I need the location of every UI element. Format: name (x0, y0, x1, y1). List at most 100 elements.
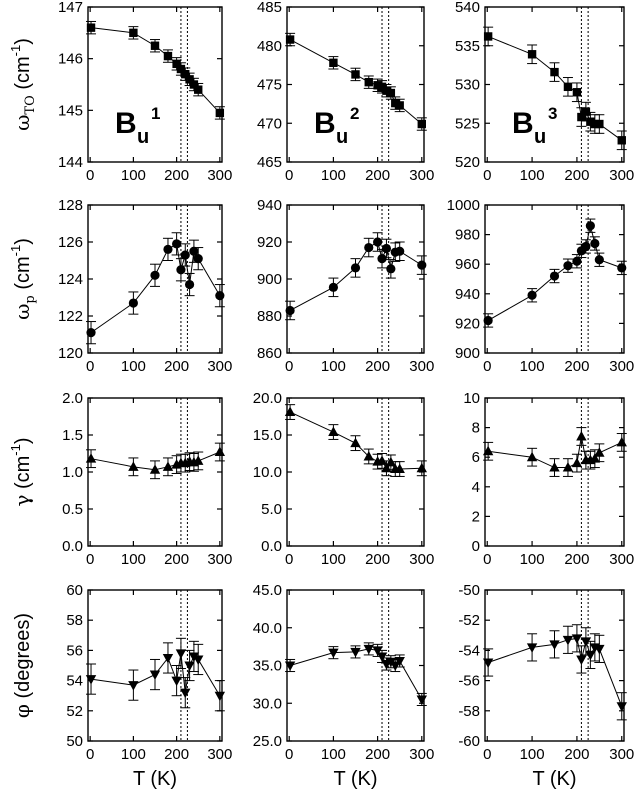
square-marker (382, 86, 391, 95)
x-tick-label: 100 (121, 167, 146, 184)
y-tick-label: 15.0 (253, 427, 282, 444)
data-point (381, 238, 392, 259)
data-point (214, 680, 226, 712)
circle-marker (180, 250, 190, 260)
panel-r3-c0: 50 52 54 56 58 60 0 100 200 300 φ (degrees) (10, 582, 232, 763)
y-tick-label: 126 (58, 234, 83, 251)
triangle-down-marker (526, 643, 538, 653)
x-tick-label: 300 (409, 358, 434, 375)
circle-marker (372, 237, 383, 247)
data-point (562, 77, 573, 97)
x-tick-label: 0 (483, 551, 491, 568)
axes-frame (484, 6, 625, 163)
y-tick-label: 52 (66, 703, 83, 720)
x-tick-label: 200 (564, 746, 589, 763)
y-tick-label: 1.5 (62, 427, 83, 444)
panel-r2-c0: 0.0 0.5 1.0 1.5 2.0 0 100 200 300 γ (cm-1) (8, 390, 232, 568)
square-marker (181, 69, 190, 79)
panel-r3-c2: -60 -58 -56 -54 -52 -50 0 100 200 300 (458, 582, 634, 763)
square-marker (386, 88, 396, 98)
data-point (562, 258, 573, 273)
data-point (214, 284, 225, 308)
data-point (372, 78, 383, 92)
x-axis-label: T (K) (333, 768, 377, 790)
data-point (150, 263, 160, 287)
circle-marker (386, 264, 396, 274)
y-tick-label: 0.0 (261, 538, 282, 555)
x-tick-label: 300 (207, 551, 232, 568)
y-tick-label: 122 (58, 308, 83, 325)
x-axis-label: T (K) (532, 768, 576, 790)
triangle-down-marker (214, 691, 226, 702)
triangle-up-marker (526, 451, 538, 462)
data-point (350, 258, 361, 278)
data-point (180, 677, 191, 709)
data-point (571, 624, 583, 653)
data-point (580, 239, 591, 254)
square-marker (527, 50, 537, 59)
data-point (328, 424, 339, 440)
data-point (589, 449, 601, 469)
square-marker (550, 67, 559, 77)
triangle-down-marker (585, 650, 596, 661)
circle-marker (572, 256, 582, 266)
mode-label-sub: u (336, 126, 348, 148)
square-marker (391, 98, 400, 108)
circle-marker (585, 221, 595, 231)
triangle-down-marker (175, 649, 187, 659)
data-point (175, 258, 186, 282)
data-point (193, 247, 204, 271)
triangle-down-marker (184, 661, 195, 671)
y-tick-label: 128 (58, 197, 83, 214)
mode-label: B (512, 107, 534, 140)
data-point (372, 232, 383, 252)
x-tick-label: 0 (483, 746, 491, 763)
x-tick-label: 300 (207, 167, 232, 184)
circle-marker (581, 241, 591, 252)
x-tick-label: 200 (365, 358, 390, 375)
x-tick-label: 0 (86, 358, 94, 375)
x-tick-label: 100 (121, 746, 146, 763)
x-tick-label: 100 (520, 358, 545, 375)
y-tick-label: 525 (455, 115, 480, 132)
square-marker (590, 119, 600, 129)
data-point (594, 634, 605, 663)
triangle-up-marker (376, 455, 388, 465)
y-tick-label: -54 (458, 642, 480, 659)
y-tick-label: -50 (458, 582, 480, 599)
y-tick-label: 980 (455, 227, 480, 244)
y-tick-label: 45.0 (253, 582, 282, 599)
y-tick-label: 485 (257, 0, 282, 16)
x-tick-label: 0 (86, 746, 94, 763)
y-tick-label: 1000 (447, 197, 480, 214)
data-point (214, 442, 226, 462)
data-point (549, 62, 560, 82)
square-marker (595, 119, 604, 129)
triangle-down-marker (149, 670, 161, 681)
x-tick-label: 0 (285, 746, 293, 763)
data-point (549, 630, 560, 659)
x-tick-label: 300 (609, 551, 634, 568)
y-tick-label: 860 (257, 345, 282, 362)
data-point (350, 435, 361, 452)
panel-r1-c2: 900 920 940 960 980 1000 0 100 200 300 (447, 197, 635, 375)
y-tick-label: 35.0 (253, 658, 282, 675)
x-tick-label: 200 (564, 358, 589, 375)
data-point (363, 237, 374, 258)
y-tick-label: 147 (58, 0, 83, 16)
square-marker (581, 107, 591, 116)
square-marker (417, 119, 426, 129)
data-point (594, 443, 605, 463)
circle-marker (86, 328, 96, 338)
triangle-down-marker (193, 655, 204, 665)
square-marker (285, 35, 295, 44)
y-tick-label: 940 (257, 197, 282, 214)
data-point (193, 451, 204, 471)
circle-marker (563, 261, 573, 271)
data-point (363, 448, 374, 465)
data-point (385, 454, 397, 471)
axes-frame (484, 589, 625, 742)
x-tick-label: 300 (207, 358, 232, 375)
y-tick-label: 40.0 (253, 620, 282, 637)
